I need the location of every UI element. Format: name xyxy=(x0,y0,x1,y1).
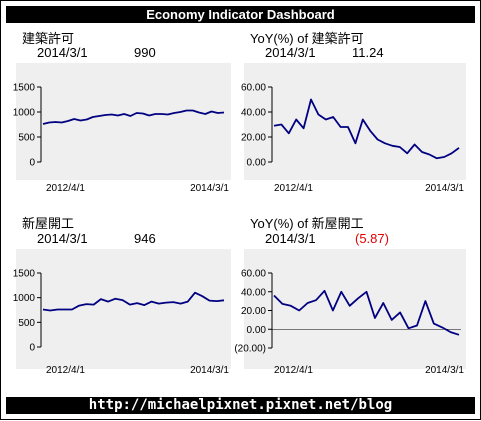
panel-title: 建築許可 xyxy=(22,31,75,46)
y-tick-label: 60.00 xyxy=(241,83,266,94)
panel-title: YoY(%) of 建築許可 xyxy=(250,31,364,46)
series-line xyxy=(273,289,460,336)
y-tick-label: 1500 xyxy=(13,269,36,280)
panel-title: YoY(%) of 新屋開工 xyxy=(250,216,364,231)
y-tick-label: 0.00 xyxy=(247,325,267,336)
y-tick-label: 20.00 xyxy=(241,306,266,317)
x-start-label: 2012/4/1 xyxy=(274,365,313,376)
footer-url[interactable]: http://michaelpixnet.pixnet.net/blog xyxy=(6,397,475,414)
panel-latest-date: 2014/3/1 xyxy=(265,45,316,60)
series-line xyxy=(273,98,460,160)
panel-latest-date: 2014/3/1 xyxy=(37,231,88,246)
panel-latest-value: (5.87) xyxy=(355,231,389,246)
y-tick-label: 1500 xyxy=(13,83,36,94)
series-line xyxy=(42,109,225,125)
plot-background xyxy=(244,249,466,369)
y-tick-label: 40.00 xyxy=(241,108,266,119)
y-tick-label: 0 xyxy=(29,343,35,354)
y-tick-label: (20.00) xyxy=(234,344,266,355)
y-tick-label: 20.00 xyxy=(241,133,266,144)
panel-latest-value: 946 xyxy=(134,231,156,246)
x-end-label: 2014/3/1 xyxy=(190,183,229,194)
y-tick-label: 500 xyxy=(18,318,35,329)
panel-latest-value: 11.24 xyxy=(352,45,384,60)
x-start-label: 2012/4/1 xyxy=(274,183,313,194)
y-tick-label: 40.00 xyxy=(241,287,266,298)
plot-background xyxy=(16,249,231,369)
y-tick-label: 1000 xyxy=(13,293,36,304)
x-end-label: 2014/3/1 xyxy=(190,365,229,376)
x-start-label: 2012/4/1 xyxy=(46,365,85,376)
dashboard-title: Economy Indicator Dashboard xyxy=(6,6,475,23)
x-start-label: 2012/4/1 xyxy=(46,183,85,194)
x-end-label: 2014/3/1 xyxy=(425,365,464,376)
y-tick-label: 0.00 xyxy=(247,158,267,169)
y-tick-label: 60.00 xyxy=(241,269,266,280)
y-tick-label: 500 xyxy=(18,133,35,144)
panel-latest-date: 2014/3/1 xyxy=(37,45,88,60)
x-end-label: 2014/3/1 xyxy=(425,183,464,194)
series-line xyxy=(42,291,225,312)
plot-background xyxy=(244,63,466,180)
y-tick-label: 1000 xyxy=(13,108,36,119)
y-tick-label: 0 xyxy=(29,158,35,169)
panel-latest-value: 990 xyxy=(134,45,156,60)
panel-latest-date: 2014/3/1 xyxy=(265,231,316,246)
panel-title: 新屋開工 xyxy=(22,216,75,231)
